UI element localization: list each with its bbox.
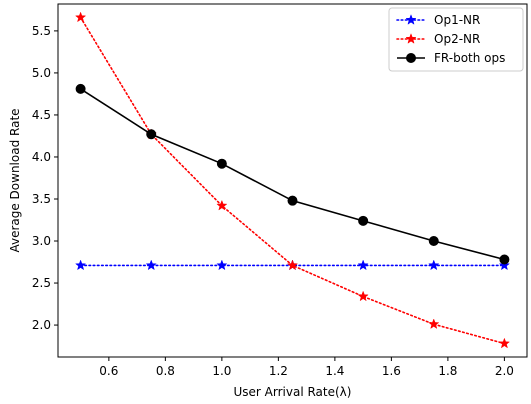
x-axis-label: User Arrival Rate(λ): [234, 385, 352, 399]
x-axis: 0.6 0.8 1.0 1.2 1.4 1.6 1.8 2.0: [99, 357, 514, 378]
data-point: [287, 195, 298, 206]
y-tick-label: 4.5: [32, 108, 51, 122]
data-point: [499, 254, 510, 265]
legend-item: Op1-NR: [396, 13, 480, 27]
data-point: [428, 318, 440, 330]
series-line: [80, 88, 505, 261]
legend-marker: [405, 33, 417, 44]
data-point: [498, 337, 511, 349]
x-tick-label: 1.4: [325, 364, 344, 378]
y-axis: 2.0 2.5 3.0 3.5 4.0 4.5 5.0 5.5: [32, 24, 58, 332]
data-point: [428, 236, 439, 247]
data-point: [216, 199, 228, 211]
x-tick-label: 1.2: [269, 364, 288, 378]
data-point: [145, 259, 157, 271]
data-point: [74, 259, 87, 271]
legend-marker: [405, 14, 417, 25]
data-point: [357, 259, 369, 271]
x-tick-label: 2.0: [495, 364, 514, 378]
data-point: [75, 83, 86, 94]
x-tick-label: 0.8: [156, 364, 175, 378]
legend-item: Op2-NR: [396, 32, 480, 46]
y-tick-label: 5.5: [32, 24, 51, 38]
y-tick-label: 4.0: [32, 150, 51, 164]
x-tick-label: 1.8: [438, 364, 457, 378]
x-tick-label: 0.6: [99, 364, 118, 378]
data-point: [216, 158, 227, 169]
legend-label: Op1-NR: [434, 13, 480, 27]
legend-label: Op2-NR: [434, 32, 480, 46]
y-tick-label: 3.0: [32, 234, 51, 248]
y-axis-label: Average Download Rate: [8, 108, 22, 252]
data-point: [286, 259, 299, 271]
legend-label: FR-both ops: [434, 51, 505, 65]
legend-item: FR-both ops: [397, 51, 505, 65]
data-point: [74, 11, 87, 23]
legend: Op1-NR Op2-NR FR-both ops: [388, 7, 524, 72]
y-tick-label: 2.0: [32, 318, 51, 332]
data-point: [358, 215, 369, 226]
data-point: [357, 290, 369, 302]
axes-frame: [57, 3, 528, 358]
plot-area: [74, 11, 511, 349]
legend-marker: [406, 53, 416, 63]
series-fr-both-ops: [75, 83, 510, 265]
y-tick-label: 2.5: [32, 276, 51, 290]
data-point: [216, 259, 228, 271]
y-tick-label: 5.0: [32, 66, 51, 80]
data-point: [146, 129, 157, 140]
y-tick-label: 3.5: [32, 192, 51, 206]
x-tick-label: 1.0: [212, 364, 231, 378]
data-point: [498, 259, 511, 271]
legend-box: [388, 7, 524, 72]
x-tick-label: 1.6: [382, 364, 401, 378]
data-point: [428, 259, 440, 271]
